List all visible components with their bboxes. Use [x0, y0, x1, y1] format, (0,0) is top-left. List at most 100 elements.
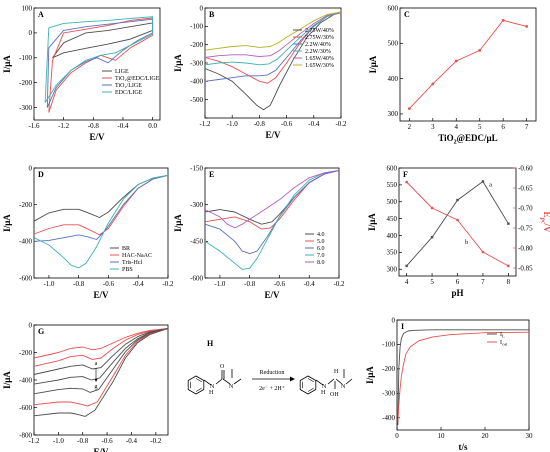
x-tick-label: -0.2	[333, 280, 345, 288]
legend-label: EDC/LIGE	[115, 90, 143, 96]
x-tick-label: 6	[501, 123, 505, 131]
x-tick-label: -0.2	[162, 280, 174, 288]
series-line	[204, 169, 340, 255]
series-line	[204, 11, 342, 51]
series-line	[33, 174, 169, 236]
y-tick-label: -800	[19, 431, 32, 439]
panel-letter: I	[401, 322, 404, 331]
data-point	[481, 250, 485, 254]
y-tick-label: 0	[29, 29, 33, 37]
y-tick-label: 450	[387, 215, 398, 223]
series-line	[33, 327, 169, 359]
legend-label: 7.0	[317, 253, 325, 259]
bond	[315, 379, 324, 386]
panel-d: -1.0 -0.8 -0.6 -0.4 -0.2 -600 -400 -200 0 E/V I/μA…	[2, 164, 174, 300]
bond	[222, 378, 231, 385]
plot-frame	[398, 167, 517, 277]
y-axis-title: I/μA	[2, 214, 12, 232]
panel-f: 4 5 6 7 8 300 350 400 450 500 550 600 pH I/μA F -0.85 -0…	[367, 164, 550, 298]
bond	[215, 378, 223, 385]
y-tick-label: -450	[190, 238, 203, 246]
y-tick-label: -300	[382, 390, 395, 398]
y-tick-label: -300	[190, 59, 203, 67]
x-tick-label: -1.0	[53, 437, 65, 445]
right-y-tick-label: -0.65	[518, 184, 533, 192]
y-tick-label: 300	[387, 266, 398, 274]
bond	[335, 378, 343, 385]
y-axis-title: I/μA	[173, 214, 183, 232]
right-y-tick-label: -0.70	[518, 204, 533, 212]
legend-label: 2.2W/30%	[305, 49, 331, 55]
right-y-tick-label: -0.75	[518, 224, 533, 232]
y-tick-label: -400	[19, 238, 32, 246]
y-axis-title: I/μA	[365, 366, 375, 384]
right-y-tick-label: -0.80	[518, 244, 533, 252]
y-tick-label: -200	[382, 365, 395, 373]
atom-n: N	[322, 384, 327, 390]
panel-letter: C	[404, 10, 410, 19]
annotation-g: g	[95, 384, 98, 390]
series-line	[406, 181, 509, 267]
y-tick-label: 0	[29, 321, 33, 329]
x-tick-label: 0.0	[148, 122, 157, 130]
legend-label: 2.75W/40%	[305, 28, 334, 34]
y-tick-label: -500	[190, 96, 203, 104]
legend-label: Tris-Hcl	[122, 260, 142, 266]
series-line	[48, 17, 154, 113]
plot-frame	[33, 7, 161, 121]
plot-frame	[399, 7, 537, 122]
plot-frame	[33, 167, 169, 279]
right-y-tick-label: -0.85	[518, 264, 533, 272]
y-tick-label: -400	[382, 414, 395, 422]
legend-label: 1.65W/30%	[305, 63, 334, 69]
y-tick-label: -200	[19, 349, 32, 357]
data-point	[454, 59, 458, 63]
x-tick-label: -0.8	[88, 122, 100, 130]
y-tick-label: -100	[382, 341, 395, 349]
ring-double-bond	[195, 387, 202, 392]
right-axis-title: Epc/V	[540, 211, 550, 233]
data-point	[507, 222, 510, 225]
legend-label: Icat	[500, 340, 508, 347]
series-line	[204, 12, 342, 82]
y-tick-label: -600	[190, 274, 203, 282]
x-tick-label: -0.8	[244, 280, 256, 288]
plot-frame	[204, 167, 340, 279]
x-tick-label: 8	[507, 278, 511, 286]
series-line	[33, 327, 169, 367]
plot-frame	[396, 319, 530, 431]
bond	[327, 378, 335, 385]
plot-frame	[33, 324, 169, 436]
legend-label: TiO₂@EDC/LIGE	[115, 76, 160, 82]
y-tick-label: 500	[387, 198, 398, 206]
y-tick-label: 550	[387, 181, 398, 189]
data-point	[507, 264, 510, 268]
series-line	[406, 181, 509, 267]
x-tick-label: -1.0	[214, 280, 226, 288]
y-tick-label: 350	[387, 249, 398, 257]
y-tick-label: 100	[22, 4, 33, 12]
reactant-benzene-ring	[187, 375, 205, 395]
series-line	[33, 174, 169, 269]
x-axis-title: E/V	[93, 447, 109, 452]
x-axis-title: E/V	[264, 290, 280, 300]
data-point	[430, 206, 434, 210]
annotation-b: b	[465, 240, 468, 246]
x-axis-title: TiO2@EDC/μL	[438, 133, 497, 146]
x-tick-label: -0.4	[308, 120, 320, 128]
y-tick-label: 400	[388, 75, 399, 83]
x-tick-label: -0.6	[281, 120, 293, 128]
ring-double-bond	[195, 378, 202, 383]
y-tick-label: 0	[392, 316, 396, 324]
x-tick-label: 20	[482, 432, 490, 440]
x-tick-label: 10	[438, 432, 446, 440]
x-tick-label: 0	[395, 432, 399, 440]
panel-a: -1.6 -1.2 -0.8 -0.4 0.0 -300 -200 -100 0 100 E/V I/…	[2, 4, 161, 142]
x-tick-label: -1.2	[199, 120, 211, 128]
data-point	[525, 24, 529, 28]
x-tick-label: -0.6	[102, 437, 114, 445]
panel-b: -1.2 -1.0 -0.8 -0.6 -0.4 -0.2 -500 -400 -300 -200…	[173, 4, 347, 140]
data-point	[456, 198, 459, 202]
